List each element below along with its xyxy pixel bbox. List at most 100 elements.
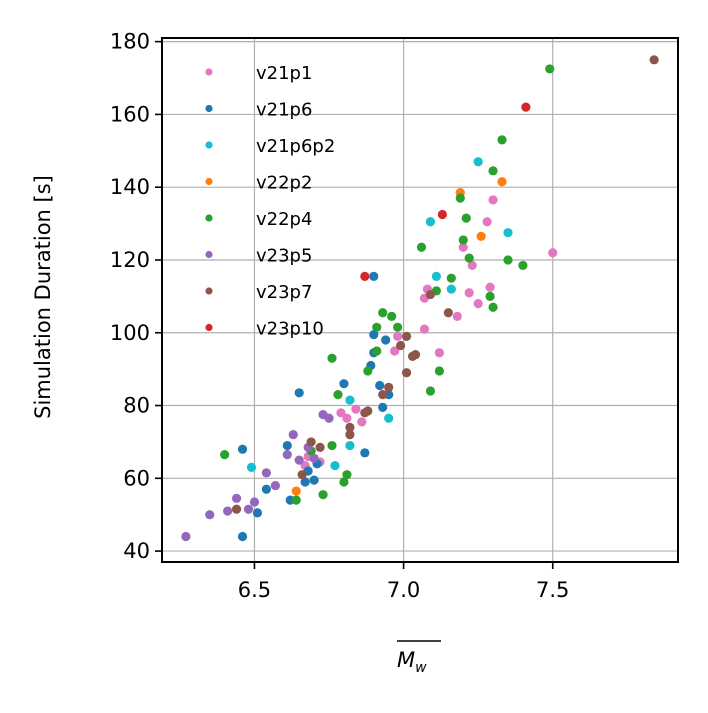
data-point [300,477,310,487]
plot-frame [161,37,679,563]
data-point [372,322,382,332]
legend-label: v23p5 [256,246,312,267]
data-point [345,430,355,440]
data-point [291,495,301,505]
data-point [381,335,391,345]
data-point [360,408,370,418]
series-v21p1 [300,195,558,471]
legend-label: v21p6 [256,100,312,121]
legend-label: v22p2 [256,173,312,194]
y-tick-label: 100 [110,321,150,345]
data-point [372,346,382,356]
data-point [521,102,531,112]
legend-item-v23p7: v23p7 [205,282,312,303]
data-point [419,324,430,334]
y-tick-label: 80 [123,394,150,418]
legend-marker [205,177,213,186]
data-point [261,484,271,494]
data-point [357,417,367,427]
data-point [249,497,260,507]
data-point [446,284,456,294]
data-point [452,311,462,321]
data-point [485,291,495,301]
data-point [231,493,242,503]
data-point [458,235,468,245]
data-point [476,231,486,241]
x-axis-title: Mw [397,640,441,676]
y-tick-label: 120 [110,248,150,272]
data-point [309,453,319,463]
series-v21p6p2 [246,157,513,472]
data-point [339,477,349,487]
y-tick-label: 180 [110,30,150,54]
data-point [482,217,492,227]
data-point [458,242,468,252]
data-point [497,177,507,187]
legend-item-v22p4: v22p4 [205,209,312,230]
data-point [345,395,355,405]
legend-marker [205,141,213,149]
data-point [318,490,328,500]
data-point [282,440,292,451]
data-point [327,440,337,451]
data-point [205,510,215,520]
data-point [401,368,412,378]
legend-item-v21p6p2: v21p6p2 [205,136,335,157]
legend-label: v23p10 [256,319,324,340]
data-point [336,408,346,418]
data-point [270,480,280,491]
data-point [237,444,248,454]
data-point [396,340,406,351]
series-v23p5 [181,410,334,542]
data-point [393,331,403,341]
y-tick-label: 60 [123,466,150,490]
data-point [369,329,379,340]
legend-marker [205,214,213,222]
data-point [252,508,263,518]
data-point [425,217,436,227]
data-point [446,273,456,283]
legend-item-v22p2: v22p2 [205,173,312,194]
data-point [306,437,316,447]
data-point [378,390,388,400]
data-point [291,486,301,496]
data-point [407,351,418,362]
data-point [324,413,334,423]
x-axis-title-text: Mw [397,648,427,676]
data-point [309,475,319,485]
data-point [375,380,385,391]
data-point [518,260,528,271]
data-point [503,255,513,265]
data-point [649,55,659,65]
data-point [378,402,388,412]
legend: v21p1 v21p6 v21p6p2 v22p2 v22p4 v23p5 v23p7 v23… [205,63,335,340]
data-point [231,504,242,514]
data-point [437,209,447,220]
data-point [390,346,400,356]
data-point [220,450,230,460]
data-point [246,462,257,472]
data-point [503,228,513,238]
legend-label: v21p1 [256,63,312,84]
axis-ticks: 6.5 7.0 7.5 40 60 80 100 120 140 160 180 [110,30,570,602]
y-tick-label: 140 [110,175,150,199]
data-point [473,299,483,309]
data-point [488,166,498,176]
data-point [497,135,507,145]
legend-marker [205,68,213,76]
data-point [330,460,340,471]
x-tick-label: 7.0 [387,578,420,602]
data-point [461,213,471,223]
legend-label: v22p4 [256,209,312,230]
data-point [393,322,403,332]
data-point [339,379,349,389]
data-points [181,55,659,542]
data-point [384,413,394,423]
data-point [294,388,304,398]
series-v23p10 [360,102,531,281]
data-point [443,308,453,318]
data-point [416,242,427,252]
